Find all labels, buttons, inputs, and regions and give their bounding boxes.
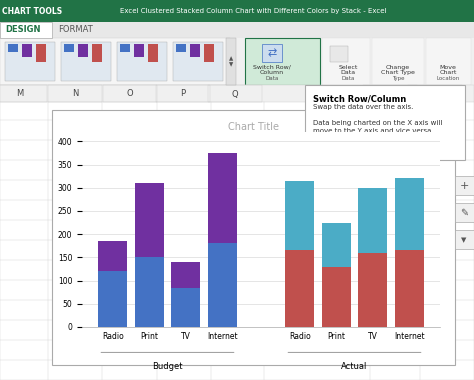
Text: Move
Chart: Move Chart	[439, 65, 456, 75]
Text: Swap the data over the axis.: Swap the data over the axis.	[313, 104, 413, 110]
Bar	[176, 44, 186, 52]
Bar	[394, 179, 424, 250]
Text: Chart Title: Chart Title	[228, 122, 279, 132]
Bar	[0, 0, 474, 22]
Bar	[0, 102, 474, 380]
Bar	[394, 250, 424, 327]
Bar	[208, 85, 262, 102]
Bar	[204, 44, 214, 62]
Bar	[8, 44, 18, 52]
Text: +: +	[459, 181, 469, 191]
Bar	[52, 110, 455, 365]
Bar	[92, 44, 102, 62]
Text: Q: Q	[232, 90, 238, 98]
Bar	[0, 38, 230, 85]
Bar	[322, 38, 370, 85]
Bar	[455, 176, 474, 195]
Bar	[103, 85, 157, 102]
Text: Data being charted on the X axis will: Data being charted on the X axis will	[313, 120, 442, 126]
Bar	[358, 188, 387, 253]
Bar	[0, 85, 474, 102]
Text: move to the Y axis and vice versa.: move to the Y axis and vice versa.	[313, 128, 434, 134]
Text: M: M	[17, 90, 24, 98]
Text: Switch Row/
Column: Switch Row/ Column	[253, 65, 291, 75]
Text: ▲
▼: ▲ ▼	[229, 57, 233, 67]
Bar	[120, 44, 130, 52]
Bar	[226, 38, 236, 85]
Bar	[156, 85, 210, 102]
Text: ▼: ▼	[461, 237, 467, 243]
Bar	[134, 44, 144, 57]
Bar	[408, 85, 462, 102]
Bar	[22, 44, 32, 57]
Bar	[36, 44, 46, 62]
Bar	[190, 44, 200, 57]
Text: Change
Chart Type: Change Chart Type	[381, 65, 415, 75]
Text: Budget: Budget	[152, 362, 183, 371]
Text: Actual: Actual	[341, 362, 368, 371]
Text: Select
Data: Select Data	[338, 65, 358, 75]
Bar	[148, 44, 158, 62]
Bar	[426, 38, 471, 85]
Text: N: N	[72, 90, 78, 98]
Bar	[285, 250, 314, 327]
Bar	[171, 288, 201, 327]
Text: Data: Data	[265, 76, 279, 81]
Bar	[358, 253, 387, 327]
Bar	[98, 241, 128, 271]
Bar	[330, 46, 348, 62]
Bar	[455, 203, 474, 222]
Bar	[322, 267, 351, 327]
Text: Type: Type	[392, 76, 404, 81]
Bar	[322, 223, 351, 267]
Bar	[0, 22, 52, 38]
Bar	[0, 22, 474, 38]
Bar	[372, 38, 424, 85]
Text: Location: Location	[437, 76, 460, 81]
Bar	[208, 244, 237, 327]
Text: FORMAT: FORMAT	[58, 25, 93, 35]
Bar	[135, 183, 164, 257]
Text: CHART TOOLS: CHART TOOLS	[2, 6, 62, 16]
Bar	[171, 262, 201, 288]
Bar	[98, 271, 128, 327]
Bar	[117, 42, 167, 81]
Bar	[61, 42, 111, 81]
Bar	[245, 38, 320, 85]
Bar	[173, 42, 223, 81]
Bar	[208, 153, 237, 244]
Bar	[262, 44, 282, 62]
Text: Data: Data	[341, 76, 355, 81]
Bar	[78, 44, 88, 57]
Text: V: V	[432, 90, 438, 98]
Text: ⇄: ⇄	[267, 48, 277, 58]
Text: Excel Clustered Stacked Column Chart with Different Colors by Stack - Excel: Excel Clustered Stacked Column Chart wit…	[120, 8, 386, 14]
Text: O: O	[127, 90, 133, 98]
Text: ✎: ✎	[460, 208, 468, 218]
Bar	[455, 230, 474, 249]
Bar	[48, 85, 102, 102]
Bar	[0, 85, 47, 102]
Bar	[363, 85, 417, 102]
Text: Switch Row/Column: Switch Row/Column	[313, 95, 406, 104]
Text: U: U	[387, 90, 393, 98]
Bar	[135, 257, 164, 327]
Text: P: P	[181, 90, 185, 98]
Bar	[5, 42, 55, 81]
Bar	[305, 85, 465, 160]
Text: DESIGN: DESIGN	[5, 25, 40, 35]
Bar	[64, 44, 74, 52]
Bar	[285, 181, 314, 250]
